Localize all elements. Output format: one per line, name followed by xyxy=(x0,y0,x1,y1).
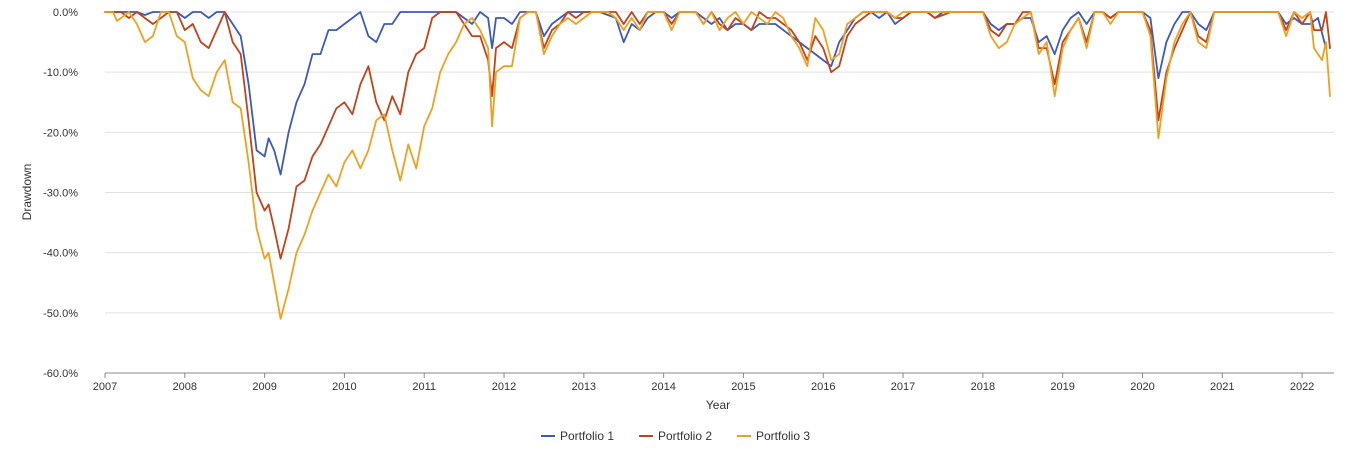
y-tick-label: -20.0% xyxy=(43,127,78,139)
x-tick-label: 2012 xyxy=(492,381,516,393)
legend-label: Portfolio 2 xyxy=(658,429,712,443)
x-tick-label: 2010 xyxy=(332,381,356,393)
x-tick-label: 2021 xyxy=(1210,381,1234,393)
x-tick-label: 2015 xyxy=(731,381,755,393)
y-tick-label: -60.0% xyxy=(43,368,78,380)
x-tick-label: 2011 xyxy=(412,381,436,393)
x-tick-label: 2019 xyxy=(1050,381,1074,393)
x-tick-label: 2014 xyxy=(651,381,675,393)
legend-item-portfolio-2[interactable]: Portfolio 2 xyxy=(639,429,712,443)
x-axis-title: Year xyxy=(706,398,730,412)
series-line-portfolio-1 xyxy=(104,11,1327,176)
x-tick-label: 2009 xyxy=(252,381,276,393)
legend: Portfolio 1 Portfolio 2 Portfolio 3 xyxy=(541,429,810,443)
y-tick-label: -30.0% xyxy=(43,188,78,200)
x-tick-label: 2016 xyxy=(811,381,835,393)
y-tick-label: -50.0% xyxy=(43,308,78,320)
legend-item-portfolio-3[interactable]: Portfolio 3 xyxy=(737,429,810,443)
x-tick-label: 2017 xyxy=(891,381,915,393)
legend-item-portfolio-1[interactable]: Portfolio 1 xyxy=(541,429,614,443)
x-tick-label: 2013 xyxy=(572,381,596,393)
y-tick-label: 0.0% xyxy=(53,7,78,19)
y-axis-title: Drawdown xyxy=(20,164,34,221)
x-tick-label: 2018 xyxy=(971,381,995,393)
axes: 0.0% -10.0% -20.0% -30.0% -40.0% -50.0% -60.0%… xyxy=(43,7,1334,393)
legend-label: Portfolio 1 xyxy=(560,429,614,443)
legend-label: Portfolio 3 xyxy=(756,429,810,443)
y-tick-label: -10.0% xyxy=(43,67,78,79)
x-tick-label: 2007 xyxy=(93,381,117,393)
series-line-portfolio-3 xyxy=(104,11,1331,320)
x-tick-label: 2022 xyxy=(1290,381,1314,393)
x-tick-label: 2008 xyxy=(173,381,197,393)
x-tick-label: 2020 xyxy=(1130,381,1154,393)
y-tick-label: -40.0% xyxy=(43,248,78,260)
series-lines xyxy=(104,11,1331,320)
gridlines xyxy=(105,11,1334,374)
